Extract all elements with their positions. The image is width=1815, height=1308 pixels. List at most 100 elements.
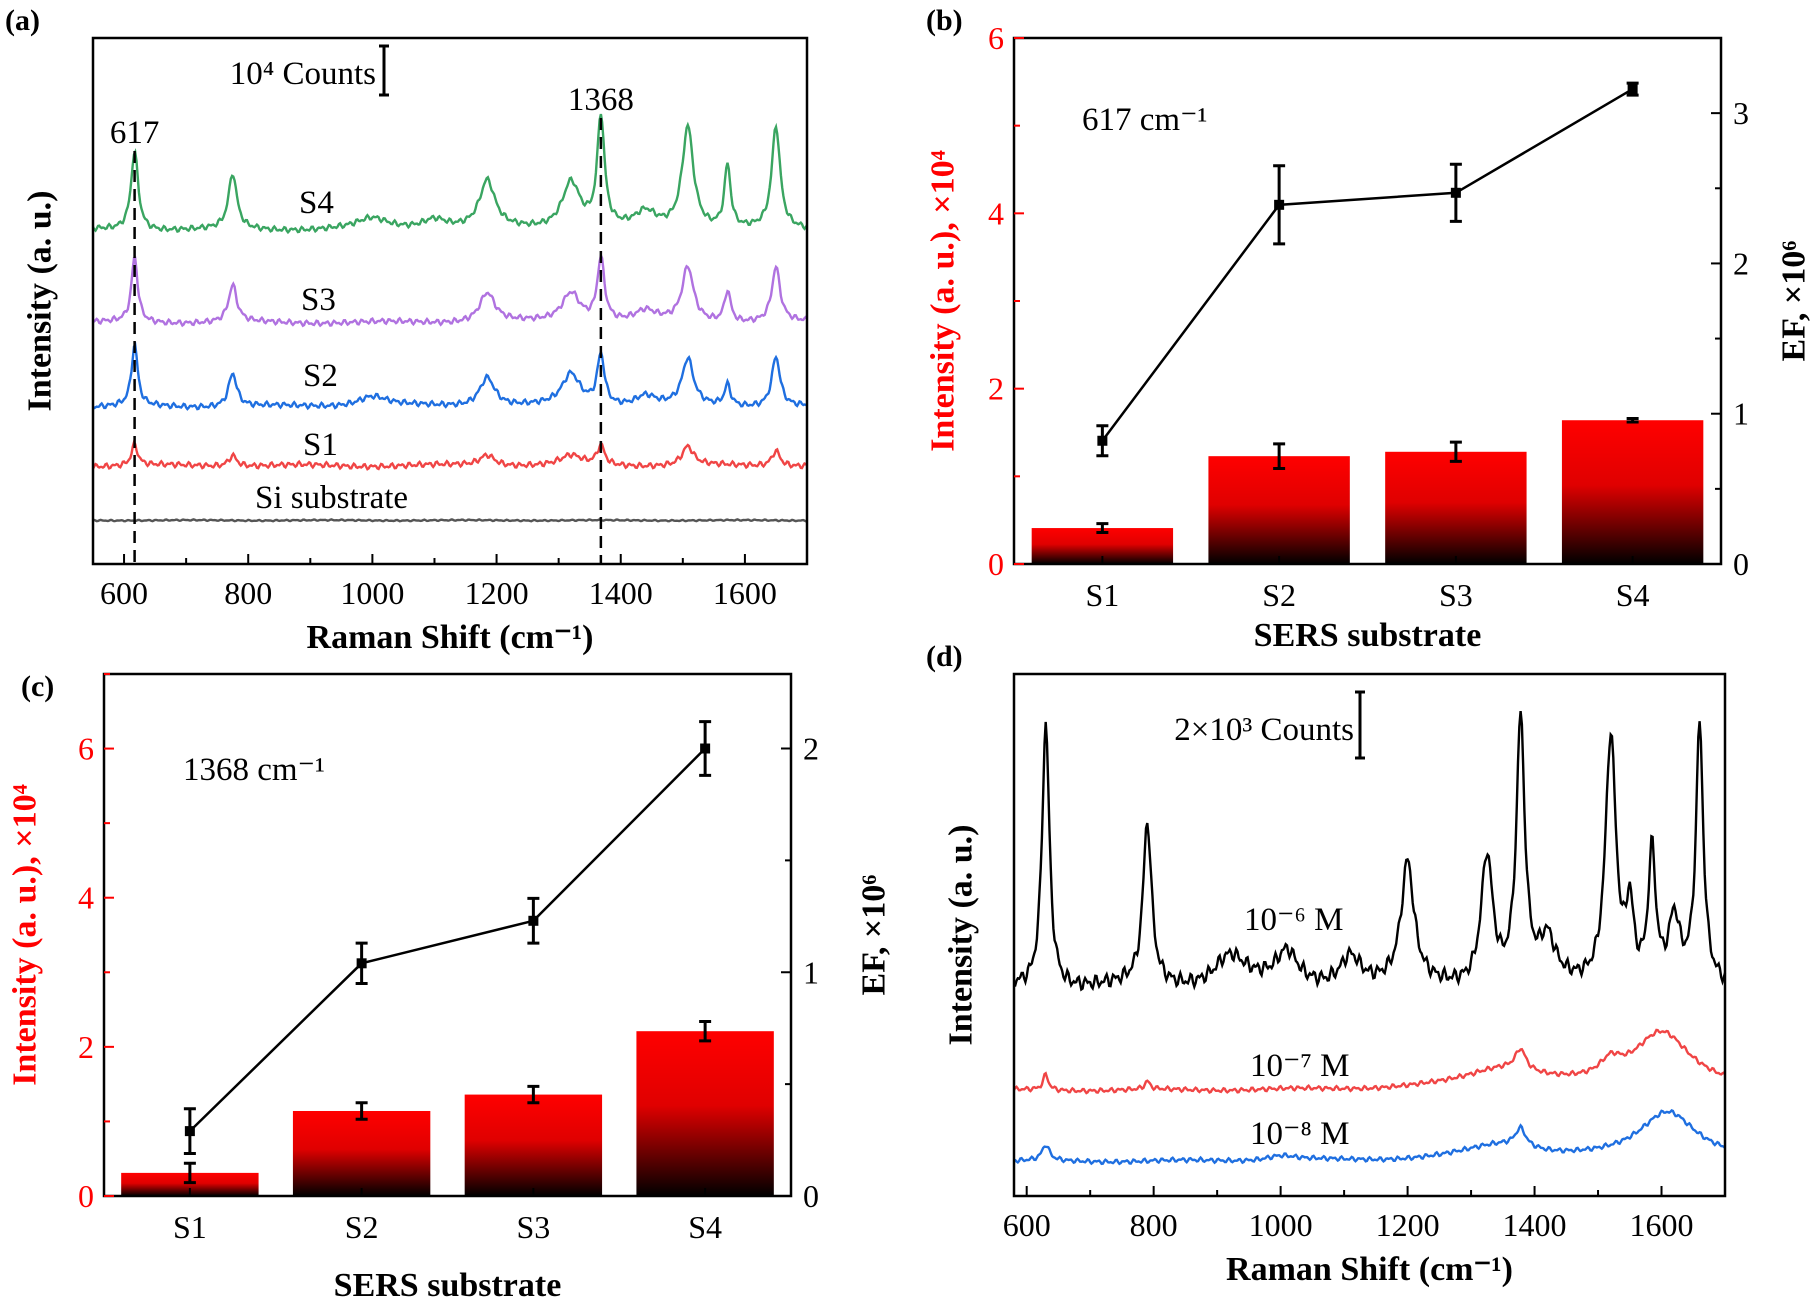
y2-axis-title: EF, ×10⁶ xyxy=(856,875,893,996)
spectrum-S1 xyxy=(91,439,808,471)
x-tick-label: S4 xyxy=(688,1209,722,1245)
y2-tick-label: 0 xyxy=(1733,546,1749,582)
intensity-error-bar xyxy=(1273,442,1286,470)
intensity-bar-S4 xyxy=(636,1031,774,1196)
x-tick-label: 1000 xyxy=(1249,1207,1313,1243)
x-tick-label: 600 xyxy=(100,575,148,611)
y-tick-label: 4 xyxy=(988,195,1004,231)
ef-point-S2 xyxy=(356,958,367,969)
x-tick-label: 1600 xyxy=(713,575,777,611)
y2-tick-label: 3 xyxy=(1733,95,1749,131)
x-axis-title: Raman Shift (cm⁻¹) xyxy=(307,619,594,656)
peak-annotation: 617 cm⁻¹ xyxy=(1082,102,1207,138)
series-label: S4 xyxy=(299,185,334,221)
x-tick-label: S4 xyxy=(1616,577,1650,613)
intensity-bar-S1 xyxy=(121,1172,259,1196)
y-axis-title: Intensity (a. u.) xyxy=(22,190,59,411)
series-label: S3 xyxy=(301,282,336,318)
series-label: 10⁻⁶ M xyxy=(1244,902,1344,938)
plot-frame xyxy=(102,672,793,1198)
peak-annotation: 1368 cm⁻¹ xyxy=(183,752,325,788)
ef-point-S1 xyxy=(184,1126,195,1137)
x-tick-label: S1 xyxy=(1085,577,1119,613)
intensity-bar-S2 xyxy=(1208,456,1350,564)
spectrum-Sisubstrate xyxy=(92,518,808,523)
series-label: S2 xyxy=(303,358,338,394)
y2-tick-label: 2 xyxy=(803,731,819,767)
x-tick-label: 1400 xyxy=(1503,1207,1567,1243)
scale-bar xyxy=(1355,690,1365,760)
y-tick-label: 2 xyxy=(78,1029,94,1065)
x-tick-label: 1600 xyxy=(1630,1207,1694,1243)
y2-axis-title: EF, ×10⁶ xyxy=(1776,241,1813,362)
ef-line xyxy=(1101,88,1634,442)
x-tick-label: 1400 xyxy=(589,575,653,611)
panel-c: 0 2 4 6 0 1 2 S1 S2 S3 S4 SERS substrate Intensity (… xyxy=(7,670,893,1304)
intensity-bar-S3 xyxy=(1385,451,1527,564)
x-tick-label: S1 xyxy=(173,1209,207,1245)
x-tick-label: 1200 xyxy=(1376,1207,1440,1243)
x-axis-title: SERS substrate xyxy=(334,1267,562,1304)
spectrum-10M xyxy=(1013,710,1727,992)
series-label: Si substrate xyxy=(255,480,408,516)
panel-d: 600 800 1000 1200 1400 1600 Raman Shift (cm⁻¹)… xyxy=(926,640,1727,1288)
spectrum-S4 xyxy=(91,113,809,235)
y-tick-label: 6 xyxy=(988,20,1004,56)
ef-point-S2 xyxy=(1274,199,1285,210)
panel-b: 0 2 4 6 0 1 2 3 S1 S2 S3 S4 SERS substrate Intensity … xyxy=(925,4,1813,654)
intensity-error-bar xyxy=(699,1020,712,1043)
x-tick-label: 1000 xyxy=(340,575,404,611)
y-tick-label: 0 xyxy=(78,1178,94,1214)
y-axis-title: Intensity (a. u.), ×10⁴ xyxy=(925,150,962,452)
y-tick-label: 0 xyxy=(988,546,1004,582)
y2-tick-label: 1 xyxy=(1733,396,1749,432)
intensity-error-bar xyxy=(1096,522,1109,534)
scale-bar xyxy=(379,44,389,97)
x-axis-title: Raman Shift (cm⁻¹) xyxy=(1226,1251,1513,1288)
intensity-error-bar xyxy=(1626,416,1639,424)
series-label: 10⁻⁷ M xyxy=(1250,1048,1350,1084)
x-tick-label: 1200 xyxy=(465,575,529,611)
x-tick-label: S3 xyxy=(1439,577,1473,613)
peak-marker-label: 1368 xyxy=(568,82,634,118)
x-tick-label: 800 xyxy=(1130,1207,1178,1243)
plot-frame xyxy=(91,36,809,566)
series-label: S1 xyxy=(303,427,338,463)
spectrum-S3 xyxy=(92,251,808,328)
ef-point-S4 xyxy=(700,743,711,754)
x-tick-label: S2 xyxy=(345,1209,379,1245)
ef-point-S3 xyxy=(528,915,539,926)
intensity-bar-S3 xyxy=(464,1094,603,1196)
y2-tick-label: 1 xyxy=(803,954,819,990)
x-tick-label: S2 xyxy=(1262,577,1296,613)
x-axis-title: SERS substrate xyxy=(1254,617,1482,654)
y2-tick-label: 0 xyxy=(803,1178,819,1214)
scale-bar-label: 10⁴ Counts xyxy=(230,56,376,92)
y-tick-label: 2 xyxy=(988,371,1004,407)
peak-marker-label: 617 xyxy=(110,115,160,151)
intensity-error-bar xyxy=(527,1084,540,1105)
y2-tick-label: 2 xyxy=(1733,245,1749,281)
panel-label: (a) xyxy=(5,4,40,37)
ef-line xyxy=(189,747,707,1133)
panel-label: (b) xyxy=(926,4,963,37)
intensity-error-bar xyxy=(183,1161,196,1185)
ef-point-S3 xyxy=(1450,187,1461,198)
panel-label: (d) xyxy=(926,640,963,673)
plot-frame xyxy=(1012,672,1727,1198)
panel-a: 600 800 1000 1200 1400 1600 Raman Shift (cm⁻¹)… xyxy=(5,4,809,656)
ef-point-S4 xyxy=(1627,84,1638,95)
intensity-error-bar xyxy=(1449,440,1462,463)
scale-bar-label: 2×10³ Counts xyxy=(1174,712,1354,748)
x-tick-label: S3 xyxy=(516,1209,550,1245)
panel-label: (c) xyxy=(21,670,54,703)
y-tick-label: 6 xyxy=(78,731,94,767)
series-label: 10⁻⁸ M xyxy=(1250,1116,1350,1152)
spectrum-S2 xyxy=(92,341,808,411)
spectrum-10M xyxy=(1013,1108,1726,1166)
intensity-bar-S2 xyxy=(292,1110,431,1196)
x-tick-label: 800 xyxy=(224,575,272,611)
y-axis-title: Intensity (a. u.) xyxy=(943,824,980,1045)
intensity-bar-S4 xyxy=(1561,420,1704,564)
